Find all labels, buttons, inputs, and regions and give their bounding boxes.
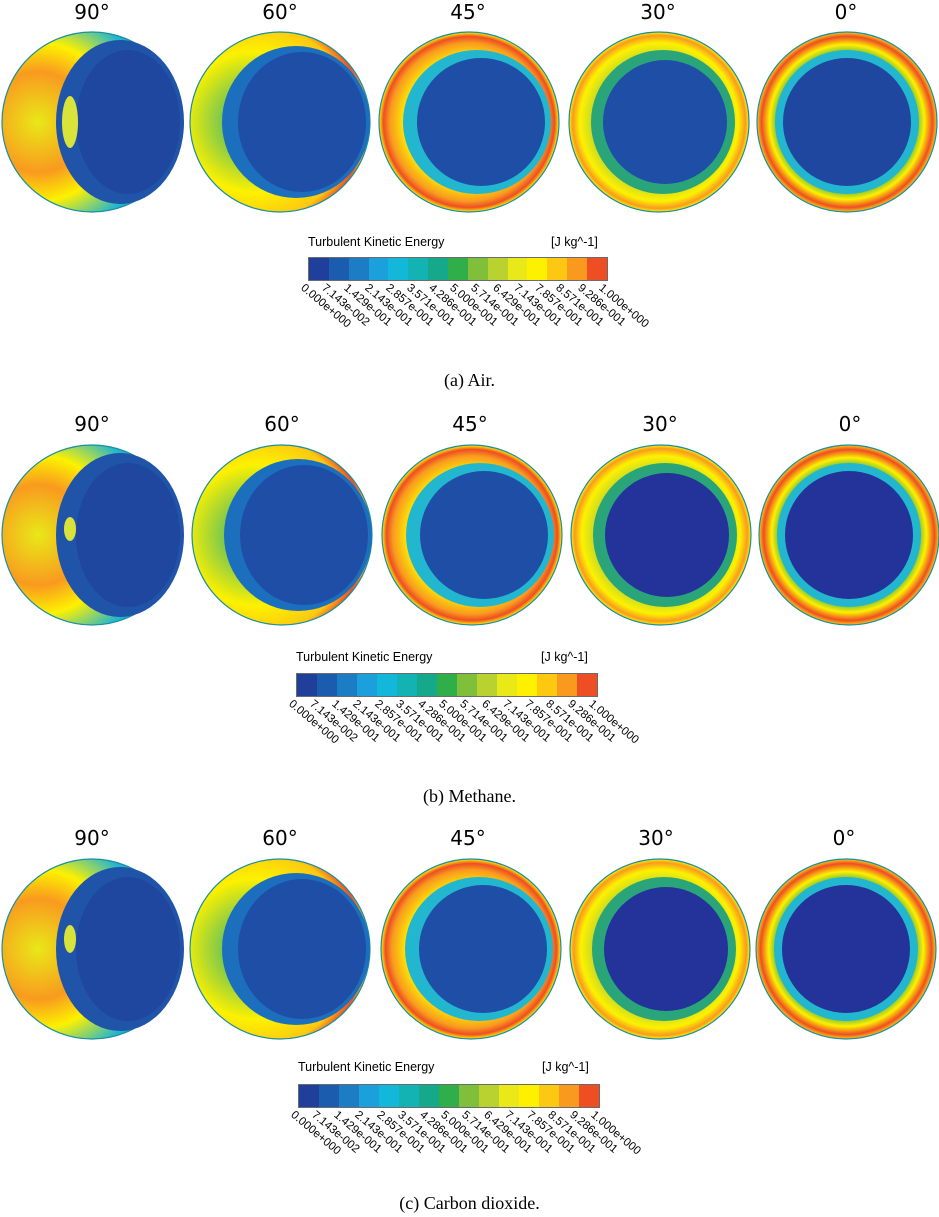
angle-label: 45° — [450, 826, 486, 850]
tke-contour-disk-0 — [758, 444, 939, 626]
colorbar-cell — [379, 1085, 399, 1107]
colorbar-cell — [359, 1085, 379, 1107]
colorbar-cell — [497, 674, 517, 696]
colorbar-cell — [559, 1085, 579, 1107]
angle-label: 90° — [74, 0, 110, 24]
colorbar-cell — [567, 258, 588, 280]
angle-label: 30° — [642, 412, 678, 436]
tke-contour-disk-60 — [189, 31, 371, 213]
colorbar-cell — [467, 258, 488, 280]
tke-contour-disk-90 — [1, 31, 184, 213]
colorbar-cell — [448, 258, 468, 280]
colorbar-cell — [408, 258, 429, 280]
angle-label: 45° — [452, 412, 488, 436]
colorbar-cell — [537, 674, 557, 696]
colorbar-cell — [339, 1085, 359, 1107]
colorbar-cell — [388, 258, 409, 280]
colorbar-cell — [328, 258, 349, 280]
angle-label: 0° — [832, 826, 856, 850]
colorbar-cell — [299, 1085, 319, 1107]
angle-label: 0° — [834, 0, 858, 24]
colorbar — [298, 1084, 600, 1108]
colorbar-cell — [519, 1085, 539, 1107]
tke-contour-disk-45 — [380, 858, 562, 1040]
legend-unit: [J kg^-1] — [551, 235, 598, 249]
angle-label: 60° — [262, 0, 298, 24]
colorbar-cell — [317, 674, 337, 696]
colorbar-cell — [419, 1085, 439, 1107]
angle-label: 60° — [262, 826, 298, 850]
colorbar-cell — [499, 1085, 519, 1107]
colorbar-cell — [457, 674, 477, 696]
colorbar-cell — [547, 258, 568, 280]
legend-unit: [J kg^-1] — [541, 650, 588, 664]
colorbar-cell — [309, 258, 329, 280]
colorbar-cell — [357, 674, 377, 696]
tke-contour-disk-45 — [378, 31, 560, 213]
tke-contour-disk-90 — [1, 858, 184, 1040]
colorbar-cell — [297, 674, 317, 696]
tke-contour-disk-60 — [191, 444, 373, 626]
tke-contour-disk-90 — [1, 444, 184, 626]
colorbar-cell — [579, 1085, 599, 1107]
colorbar-cell — [397, 674, 417, 696]
angle-label: 30° — [638, 826, 674, 850]
tke-contour-disk-30 — [569, 858, 751, 1040]
colorbar-cell — [577, 674, 597, 696]
legend-unit: [J kg^-1] — [542, 1060, 589, 1074]
colorbar-cell — [348, 258, 369, 280]
tke-contour-disk-30 — [568, 31, 750, 213]
tke-contour-disk-30 — [570, 444, 752, 626]
tke-contour-disk-45 — [381, 444, 563, 626]
colorbar-cell — [437, 674, 457, 696]
colorbar-cell — [428, 258, 449, 280]
legend-title: Turbulent Kinetic Energy — [308, 235, 445, 249]
colorbar-cell — [487, 258, 508, 280]
colorbar-cell — [377, 674, 397, 696]
tke-contour-disk-0 — [756, 31, 938, 213]
tke-contour-disk-60 — [189, 858, 371, 1040]
colorbar-cell — [527, 258, 548, 280]
colorbar-cell — [319, 1085, 339, 1107]
figure-caption: (c) Carbon dioxide. — [399, 1193, 540, 1213]
angle-label: 90° — [74, 412, 110, 436]
colorbar-cell — [439, 1085, 459, 1107]
colorbar-cell — [479, 1085, 499, 1107]
colorbar-cell — [557, 674, 577, 696]
colorbar-cell — [399, 1085, 419, 1107]
angle-label: 60° — [264, 412, 300, 436]
angle-label: 30° — [640, 0, 676, 24]
colorbar-cell — [539, 1085, 559, 1107]
colorbar-cell — [517, 674, 537, 696]
angle-label: 0° — [838, 412, 862, 436]
figure-caption: (b) Methane. — [423, 786, 516, 806]
legend-title: Turbulent Kinetic Energy — [298, 1060, 435, 1074]
angle-label: 90° — [74, 826, 110, 850]
colorbar-cell — [477, 674, 497, 696]
colorbar-cell — [417, 674, 437, 696]
legend-title: Turbulent Kinetic Energy — [296, 650, 433, 664]
colorbar-cell — [368, 258, 389, 280]
colorbar — [308, 257, 608, 281]
figure-caption: (a) Air. — [444, 370, 495, 390]
tke-contour-disk-0 — [755, 858, 937, 1040]
colorbar-cell — [587, 258, 607, 280]
colorbar-cell — [459, 1085, 479, 1107]
colorbar — [296, 673, 598, 697]
angle-label: 45° — [450, 0, 486, 24]
colorbar-cell — [507, 258, 528, 280]
colorbar-cell — [337, 674, 357, 696]
